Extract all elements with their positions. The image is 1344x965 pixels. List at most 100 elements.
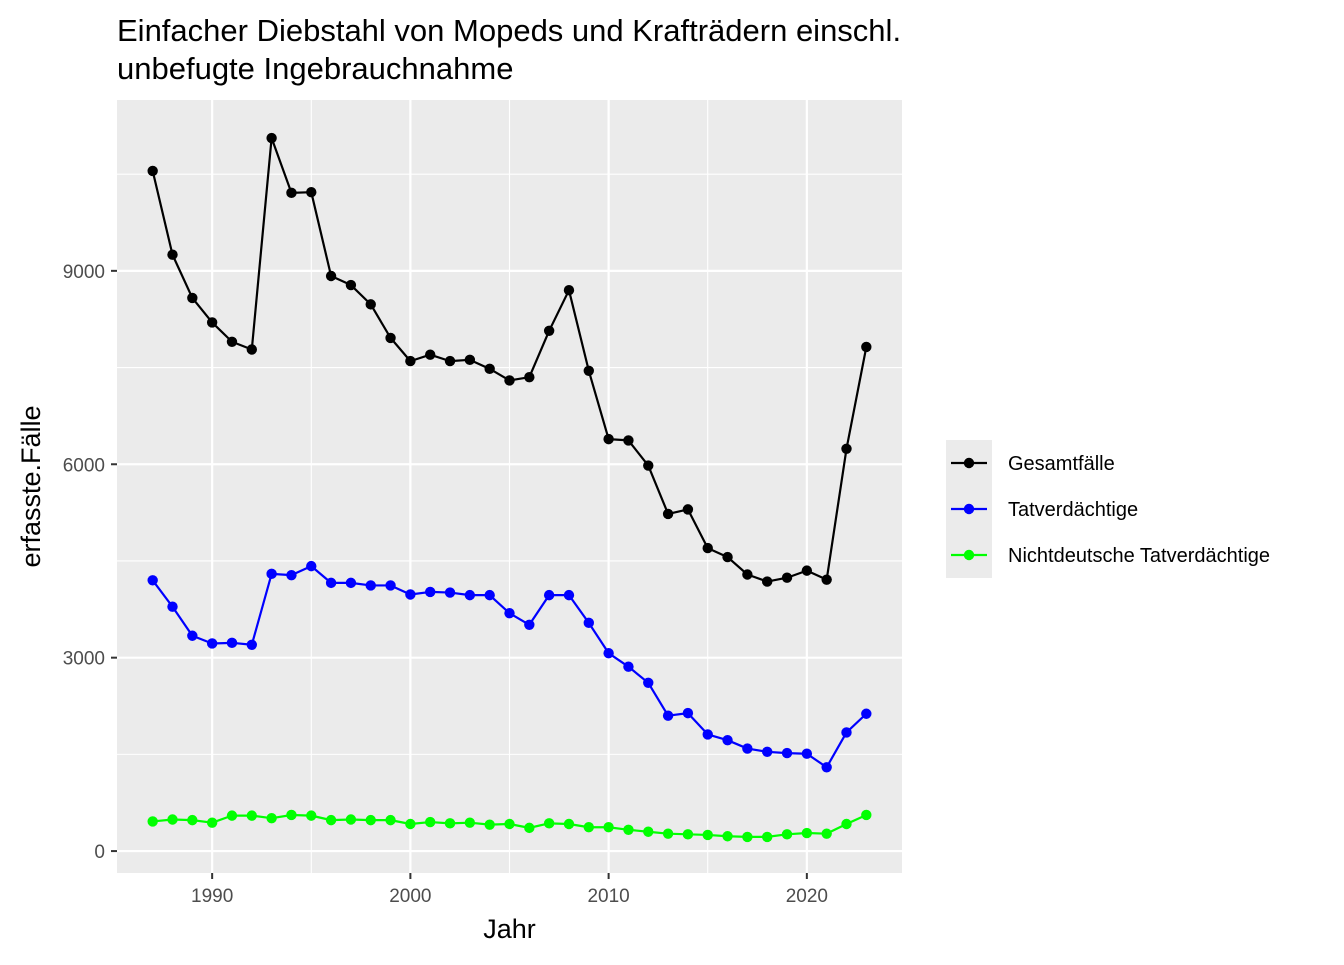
legend-label: Nichtdeutsche Tatverdächtige	[1008, 545, 1270, 567]
data-point	[563, 284, 575, 296]
data-point	[781, 747, 793, 759]
data-point	[444, 818, 456, 829]
data-point	[603, 647, 614, 659]
data-point	[583, 617, 594, 629]
data-point	[583, 365, 594, 376]
chart-subtitle: unbefugte Ingebrauchnahme	[117, 51, 513, 86]
minor-gridlines	[117, 100, 902, 873]
x-axis-title: Jahr	[483, 914, 536, 944]
data-point	[286, 569, 297, 581]
data-point	[484, 819, 495, 830]
data-point	[623, 824, 634, 836]
data-point	[504, 607, 515, 619]
data-point	[801, 565, 813, 576]
data-point	[524, 619, 535, 630]
data-point	[742, 743, 753, 754]
data-point	[504, 375, 515, 386]
y-tick-label: 0	[94, 842, 105, 863]
series-2	[147, 560, 872, 773]
data-point	[206, 317, 218, 328]
data-point	[504, 818, 515, 830]
data-point	[484, 363, 495, 375]
data-point	[187, 292, 198, 304]
data-point	[444, 355, 456, 367]
data-point	[464, 354, 476, 366]
data-point	[226, 810, 238, 821]
data-point	[266, 132, 277, 144]
data-point	[781, 829, 793, 840]
data-point	[762, 746, 773, 757]
data-point	[206, 638, 218, 649]
data-point	[325, 270, 337, 282]
y-tick-label: 6000	[63, 455, 105, 476]
chart-title: Einfacher Diebstahl von Mopeds und Kraft…	[117, 13, 901, 48]
data-point	[643, 460, 654, 471]
data-point	[147, 575, 158, 586]
data-point	[682, 504, 694, 515]
data-point	[365, 580, 376, 591]
data-point	[187, 630, 198, 641]
data-point	[563, 818, 575, 830]
data-point	[345, 814, 357, 825]
legend-label: Tatverdächtige	[1008, 499, 1138, 521]
data-point	[722, 831, 733, 842]
data-point	[603, 433, 614, 445]
series-1	[147, 132, 872, 587]
y-tick-label: 3000	[63, 649, 105, 670]
data-point	[425, 816, 436, 828]
data-point	[801, 827, 813, 839]
data-point	[682, 707, 694, 719]
data-point	[385, 814, 396, 826]
data-point	[662, 508, 674, 520]
data-point	[385, 332, 396, 344]
data-point	[167, 814, 178, 825]
x-tick-label: 2020	[786, 886, 828, 907]
data-point	[643, 826, 654, 837]
data-point	[821, 574, 832, 585]
x-tick-label: 2010	[587, 886, 629, 907]
data-point	[365, 814, 376, 826]
data-point	[306, 186, 317, 198]
major-gridlines	[117, 100, 902, 873]
data-point	[325, 577, 337, 589]
data-point	[345, 577, 357, 589]
data-point	[286, 809, 297, 821]
data-point	[861, 341, 872, 353]
data-point	[524, 372, 535, 383]
legend-key-point	[963, 457, 975, 469]
data-point	[722, 734, 733, 746]
data-point	[286, 187, 297, 199]
data-point	[325, 814, 337, 826]
data-point	[484, 589, 495, 601]
data-point	[405, 355, 416, 367]
data-point	[821, 828, 832, 839]
y-axis: 0 3000 6000 9000	[63, 262, 117, 863]
series-layer	[147, 132, 872, 843]
data-point	[603, 822, 614, 833]
data-point	[722, 551, 733, 563]
data-point	[742, 831, 753, 843]
data-point	[405, 589, 416, 600]
data-point	[226, 637, 238, 649]
data-point	[246, 344, 257, 355]
data-point	[583, 822, 594, 833]
data-point	[662, 710, 674, 721]
data-point	[246, 639, 257, 650]
data-point	[365, 299, 376, 310]
legend-label: Gesamtfälle	[1008, 453, 1115, 475]
data-point	[167, 601, 178, 612]
data-point	[385, 580, 396, 591]
data-point	[226, 336, 238, 347]
data-point	[742, 569, 753, 580]
data-point	[623, 435, 634, 446]
data-point	[187, 814, 198, 826]
legend-key-point	[963, 503, 975, 515]
data-point	[543, 589, 555, 601]
data-point	[306, 560, 317, 572]
data-point	[821, 762, 832, 773]
data-point	[147, 165, 158, 177]
data-point	[563, 589, 575, 601]
data-point	[464, 817, 476, 828]
legend-item-1: Gesamtfälle	[951, 453, 1115, 475]
legend-item-2: Tatverdächtige	[951, 499, 1138, 521]
